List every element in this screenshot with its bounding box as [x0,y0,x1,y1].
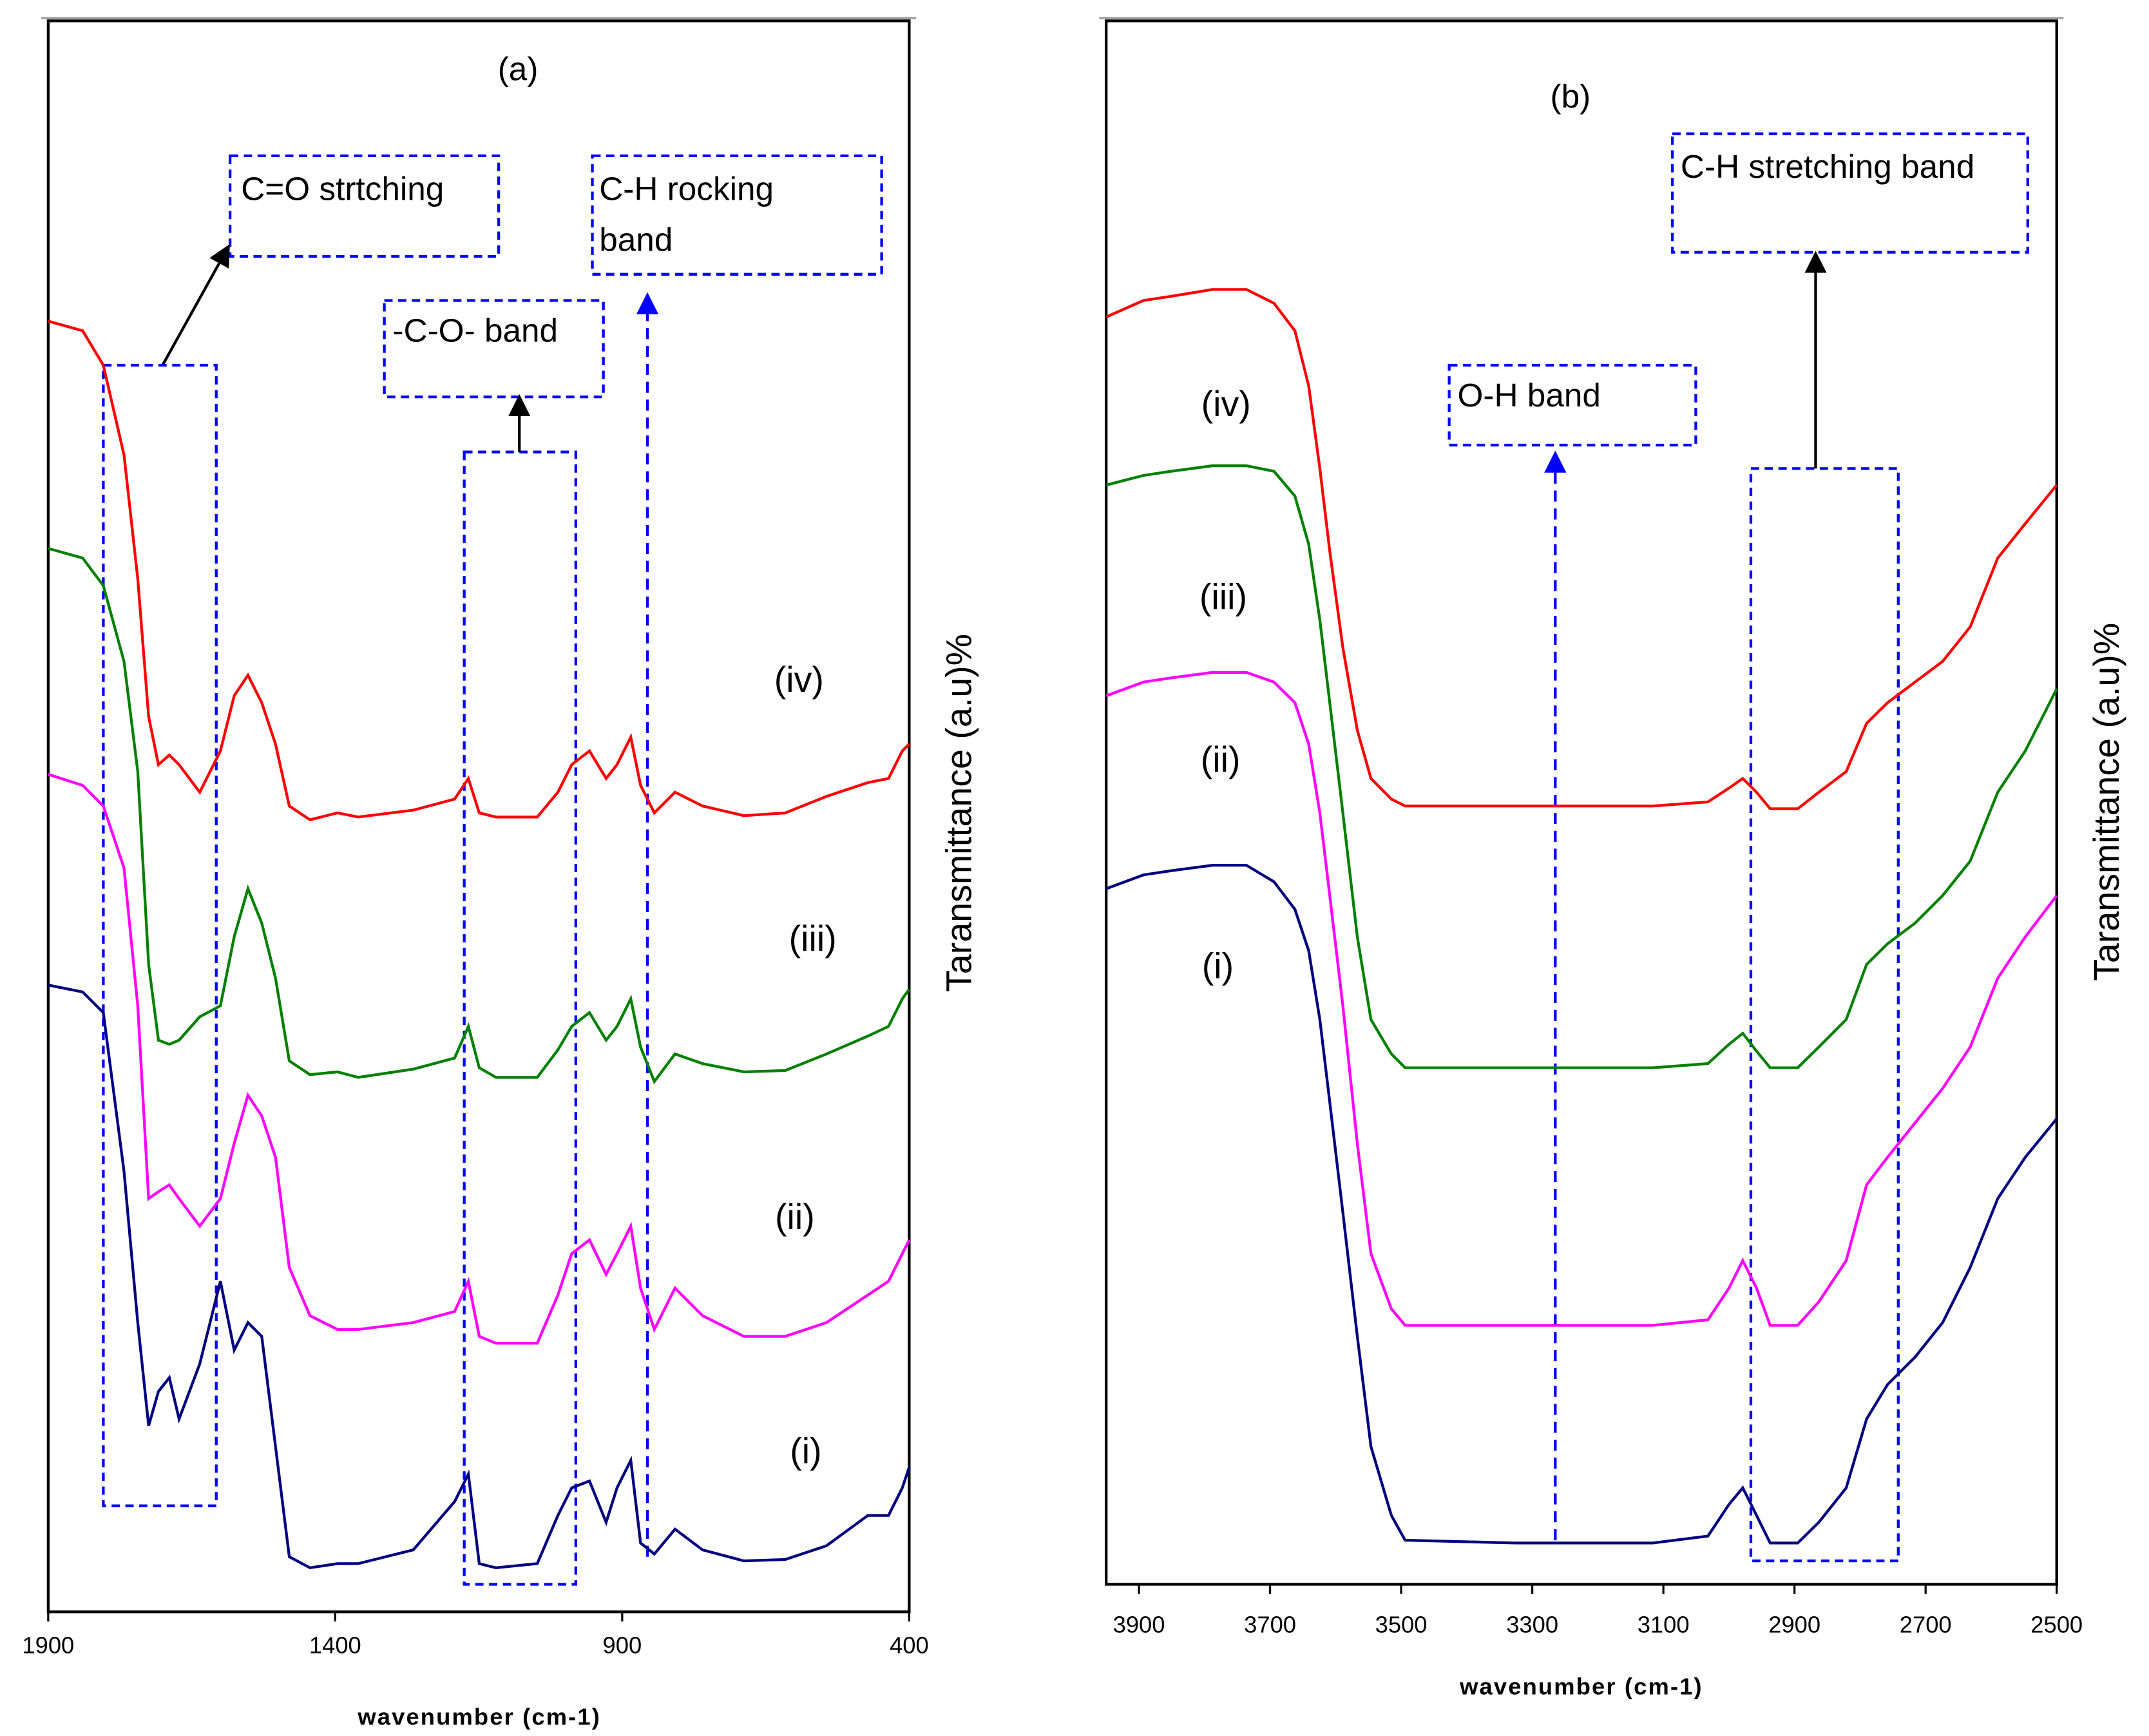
annotation-box [383,299,605,399]
arrow [161,243,230,367]
spectrum-line [1105,864,2058,1545]
annotation: O-H band [1457,377,1600,414]
annotation-box [1670,132,2029,254]
series-label: (ii) [775,1197,815,1237]
spectrum-line [48,320,910,821]
x-tick-label: 3700 [1244,1611,1296,1637]
annotation: C-H rocking [599,170,774,207]
x-tick-label: 400 [890,1632,929,1658]
annotation-box [591,154,883,276]
annotation: C-H stretching band [1681,148,1974,185]
annotation: C=O strtching [241,170,444,207]
annotation: -C-O- band [392,312,558,349]
x-tick-label: 2900 [1768,1611,1820,1637]
x-tick-label: 3300 [1506,1611,1558,1637]
series-label: (i) [790,1431,821,1471]
x-axis-label: wavenumber (cm-1) [1459,1674,1703,1700]
spectrum-line [1105,288,2058,810]
band-box [102,363,218,1507]
chart-title: (a) [498,50,539,87]
x-tick-label: 3500 [1375,1611,1428,1637]
annotation: band [599,221,673,258]
x-axis-label: wavenumber (cm-1) [357,1704,601,1730]
y-axis-label: Taransmittance (a.u)% [2087,623,2126,981]
series-label: (iii) [1199,577,1247,616]
spectrum-line [1105,464,2058,1069]
x-tick-label: 1900 [22,1632,74,1658]
plot-frame [1105,19,2058,1586]
chart-title: (b) [1550,78,1590,115]
x-tick-label: 2500 [2030,1611,2083,1637]
spectrum-line [48,547,911,1085]
x-tick-label: 2700 [1900,1611,1952,1637]
annotations: C=O strtching -C-O- band C-H rocking ban… [102,132,2029,1586]
band-box [463,450,578,1586]
annotation-box [228,154,501,258]
series-label: (iv) [1201,384,1251,424]
x-tick-label: 1400 [309,1632,361,1658]
series-label: (iii) [789,919,837,959]
series-label: (iv) [774,660,824,700]
x-tick-label: 900 [603,1632,642,1658]
series-label: (i) [1202,946,1234,986]
plot-frame [46,19,911,1614]
spectrum-line [1105,671,2058,1327]
band-box [1749,467,1900,1563]
y-axis-label: Taransmittance (a.u)% [939,634,979,992]
annotation-box [1447,363,1697,447]
series-label: (ii) [1201,739,1241,779]
spectrum-line [48,773,911,1345]
x-tick-label: 3900 [1113,1611,1165,1637]
x-tick-label: 3100 [1638,1611,1690,1637]
spectrum-line [48,984,911,1570]
